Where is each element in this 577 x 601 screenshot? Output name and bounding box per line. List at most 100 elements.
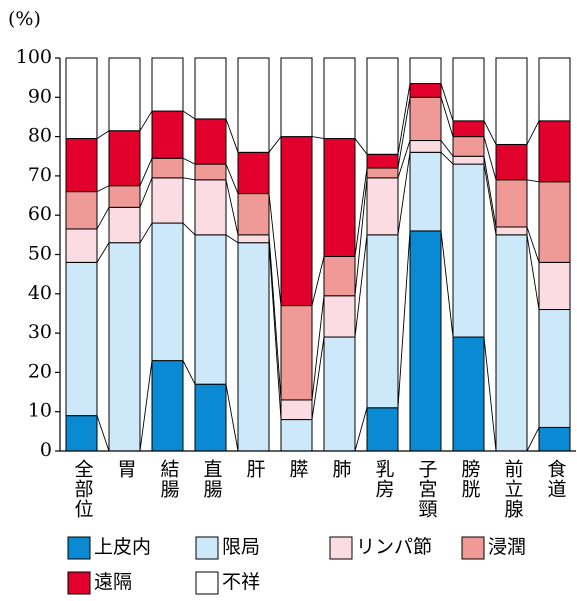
bar-segment (452, 336, 485, 452)
bar-segment (495, 143, 528, 181)
bar-segment (366, 234, 399, 409)
bar-segment (495, 226, 528, 236)
connector (354, 177, 368, 296)
connector (483, 164, 497, 235)
connector (483, 120, 497, 145)
x-tick-label: 全部位 (72, 459, 94, 519)
bar-segment (108, 185, 141, 208)
bar-segment (237, 193, 270, 236)
bar-segment (280, 136, 313, 307)
bar-segment (65, 138, 98, 193)
x-tick-label: 結腸 (158, 459, 180, 499)
bar-segment (280, 399, 313, 421)
connector (440, 140, 454, 157)
bar-segment (151, 177, 184, 224)
bar-segment (323, 295, 356, 338)
legend-swatch (329, 536, 353, 560)
bar-segment (538, 120, 571, 183)
legend-label: 遠隔 (94, 571, 132, 593)
connector (397, 230, 411, 408)
connector (268, 193, 282, 306)
connector (225, 179, 239, 235)
bar-segment (409, 83, 442, 98)
connector (139, 360, 153, 452)
bar-segment (108, 130, 141, 187)
bar-segment (452, 163, 485, 338)
connector (397, 97, 411, 169)
bar-segment (151, 360, 184, 452)
legend-label: 浸潤 (488, 536, 526, 558)
x-tick-label: 前立腺 (502, 459, 524, 519)
legend-swatch (67, 571, 91, 595)
x-tick-label: 肝 (244, 459, 266, 479)
y-tick-label: 90 (28, 85, 52, 107)
connector (311, 295, 325, 400)
connector (354, 167, 368, 257)
connector (311, 336, 325, 420)
bar-segment (452, 136, 485, 157)
bar-segment (108, 206, 141, 244)
connector (440, 97, 454, 137)
bar-segment (280, 419, 313, 452)
bar-segment (65, 261, 98, 417)
bar-segment (495, 57, 528, 145)
y-tick-label: 10 (28, 400, 52, 422)
connector (483, 136, 497, 180)
connector (268, 242, 282, 420)
connector (526, 234, 540, 310)
bar-segment (366, 153, 399, 169)
x-tick-label: 肺 (330, 459, 352, 479)
connector (139, 177, 153, 208)
bar-segment (194, 163, 227, 181)
bar-segment (194, 383, 227, 452)
bar-segment (452, 120, 485, 138)
connector (225, 163, 239, 194)
bar-segment (538, 426, 571, 452)
y-tick-label: 60 (28, 203, 52, 225)
legend-label: 上皮内 (94, 536, 151, 558)
connector (96, 130, 110, 139)
bar-segment (366, 407, 399, 452)
bar-segment (409, 57, 442, 85)
bar-segment (237, 57, 270, 153)
bar-segment (237, 151, 270, 195)
bar-segment (65, 191, 98, 230)
y-tick-label: 50 (28, 243, 52, 265)
y-axis-label: (%) (8, 8, 41, 30)
connector (139, 110, 153, 131)
connector (182, 177, 196, 181)
bar-segment (65, 228, 98, 263)
connector (311, 136, 325, 140)
connector (225, 234, 239, 244)
bar-segment (323, 138, 356, 257)
bar-segment (323, 336, 356, 452)
connector (268, 136, 282, 153)
y-tick-label: 70 (28, 164, 52, 186)
connector (96, 185, 110, 193)
y-tick-label: 20 (28, 360, 52, 382)
y-tick-label: 100 (16, 46, 52, 68)
bar-segment (538, 57, 571, 122)
bar-segment (108, 242, 141, 452)
bar-segment (452, 155, 485, 165)
x-tick-label: 食道 (545, 459, 567, 499)
bar-segment (65, 415, 98, 452)
connector (225, 118, 239, 153)
bar-segment (194, 179, 227, 236)
connector (526, 179, 540, 183)
legend-label: 不祥 (222, 571, 260, 593)
bar-segment (151, 222, 184, 362)
x-tick-label: 直腸 (201, 459, 223, 499)
x-tick-label: 子宮頸 (416, 459, 438, 519)
bar-segment (323, 57, 356, 140)
bar-segment (108, 57, 141, 132)
connector (182, 157, 196, 165)
bar-segment (323, 255, 356, 297)
bar-segment (280, 57, 313, 138)
bar-segment (194, 57, 227, 120)
x-tick-label: 膵 (287, 459, 309, 479)
bar-segment (538, 309, 571, 428)
connector (96, 242, 110, 263)
connector (96, 415, 110, 452)
bar-segment (409, 140, 442, 153)
